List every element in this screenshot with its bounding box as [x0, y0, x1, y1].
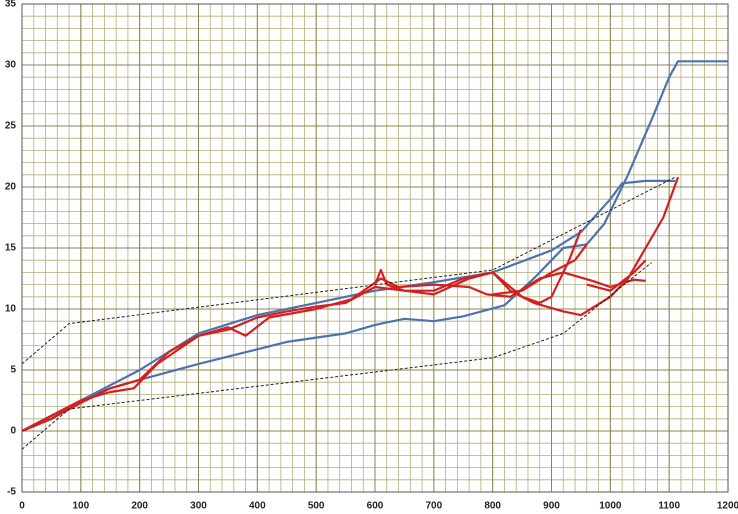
- data-line: [373, 229, 582, 304]
- y-tick-label: 30: [5, 60, 17, 71]
- y-tick-label: -5: [7, 487, 16, 498]
- data-line: [21, 179, 676, 432]
- data-line: [586, 259, 647, 292]
- x-tick-label: 1000: [599, 501, 622, 512]
- x-tick-label: 300: [190, 501, 207, 512]
- x-tick-label: 0: [19, 501, 25, 512]
- trend-line: [21, 176, 676, 365]
- trend-line: [21, 262, 652, 450]
- x-tick-label: 1200: [717, 501, 738, 512]
- y-tick-label: 20: [5, 182, 17, 193]
- x-tick-label: 800: [484, 501, 501, 512]
- x-tick-label: 400: [249, 501, 266, 512]
- y-tick-label: 15: [5, 243, 17, 254]
- x-tick-label: 900: [543, 501, 560, 512]
- x-tick-label: 100: [72, 501, 89, 512]
- plot-border: [21, 3, 729, 493]
- x-tick-label: 200: [131, 501, 148, 512]
- x-tick-label: 600: [367, 501, 384, 512]
- x-tick-label: 1100: [658, 501, 680, 512]
- data-line: [21, 271, 646, 432]
- y-tick-label: 0: [10, 426, 16, 437]
- y-tick-label: 5: [10, 365, 16, 376]
- x-tick-label: 500: [308, 501, 325, 512]
- y-tick-label: 25: [5, 121, 17, 132]
- y-tick-label: 35: [5, 0, 17, 10]
- y-tick-label: 10: [5, 304, 17, 315]
- data-line: [492, 243, 588, 296]
- x-tick-label: 700: [425, 501, 442, 512]
